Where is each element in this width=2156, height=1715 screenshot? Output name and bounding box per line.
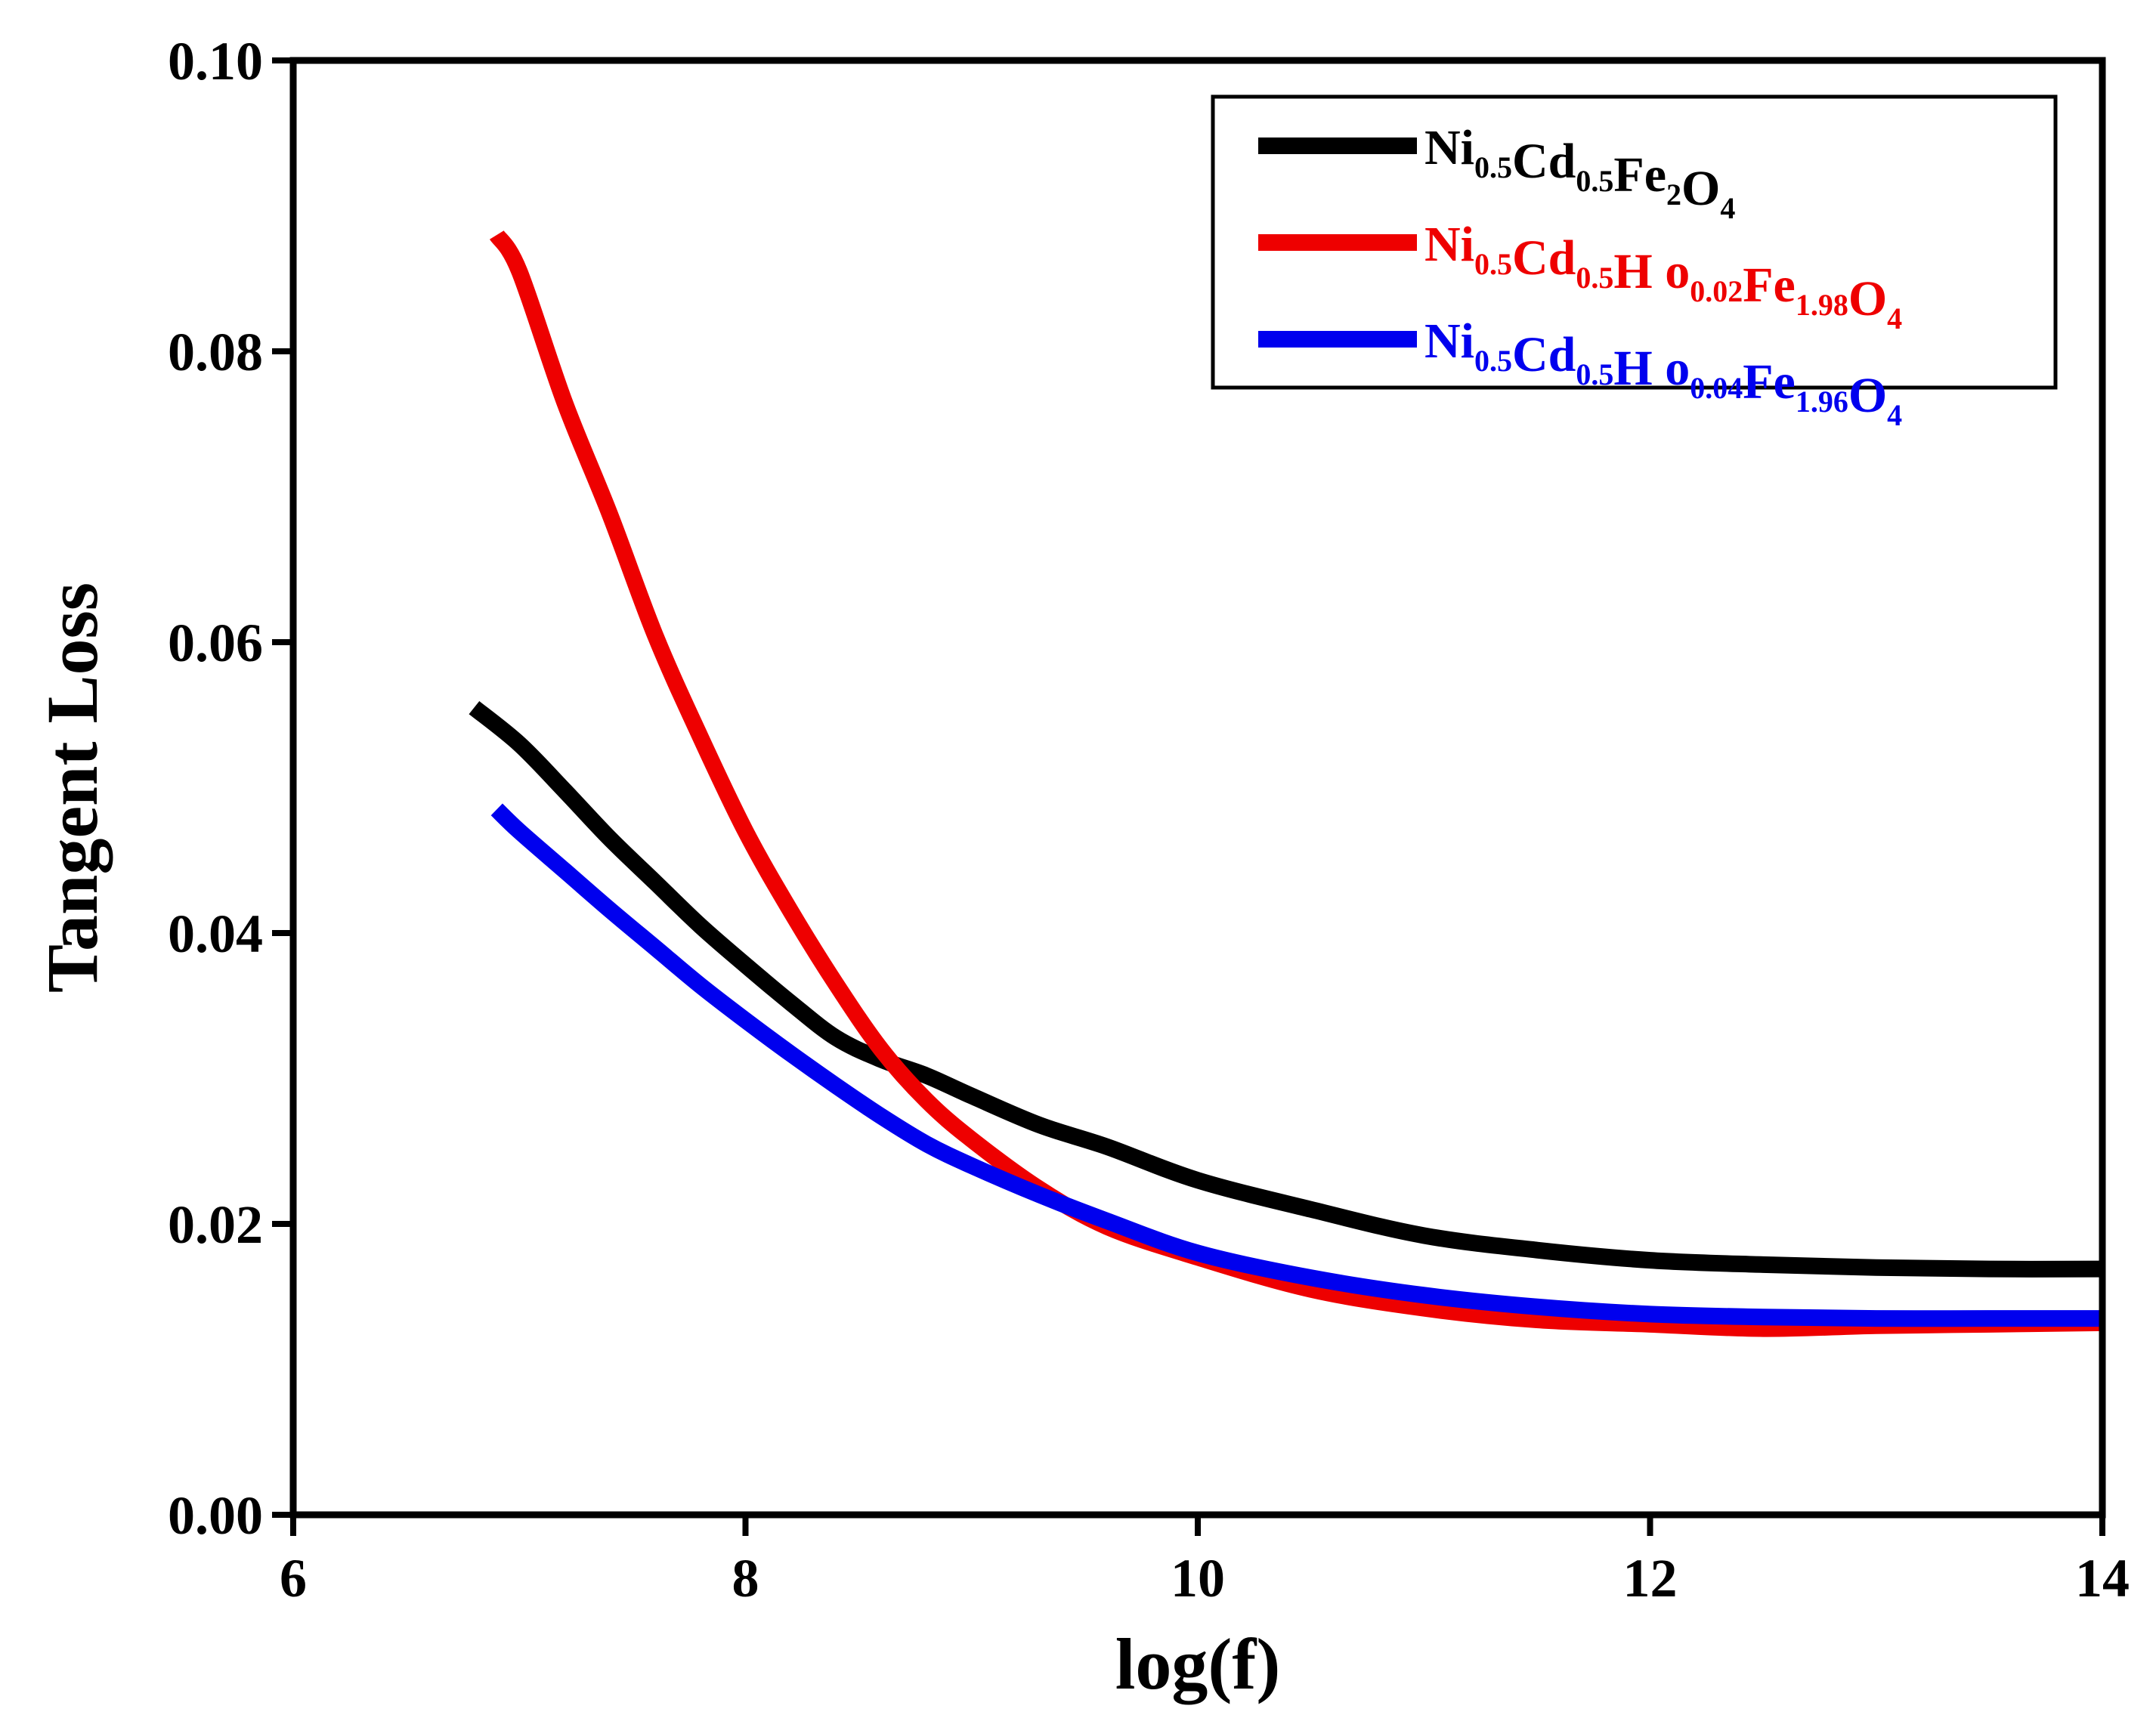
ticks-layer: 6 8 10 12 14 0.00 0.02 0.04 0.06 0.08 0.10 [168,31,2130,1608]
y-tick-label: 0.04 [168,904,263,964]
x-tick-label: 8 [732,1548,759,1608]
y-tick-label: 0.06 [168,613,263,673]
x-tick-label: 14 [2075,1548,2130,1608]
x-axis-title: log(f) [1115,1624,1281,1704]
y-tick-label: 0.00 [168,1485,263,1546]
y-tick-label: 0.02 [168,1194,263,1255]
legend-label-1: Ni0.5Cd0.5Fe2O4 [1424,120,1735,225]
x-tick-label: 6 [280,1548,307,1608]
legend-label-2: Ni0.5Cd0.5H o0.02Fe1.98O4 [1424,217,1902,335]
y-axis-title: Tangent Loss [32,582,113,993]
legend-label-3: Ni0.5Cd0.5H o0.04Fe1.96O4 [1424,314,1902,432]
y-tick-label: 0.08 [168,322,263,382]
series-line-2 [489,230,2103,1337]
x-tick-label: 12 [1623,1548,1678,1608]
y-tick-label: 0.10 [168,31,263,91]
series-layer [469,230,2103,1337]
series-line-1 [469,700,2103,1278]
series-line-3 [490,803,2102,1327]
x-tick-label: 10 [1171,1548,1225,1608]
